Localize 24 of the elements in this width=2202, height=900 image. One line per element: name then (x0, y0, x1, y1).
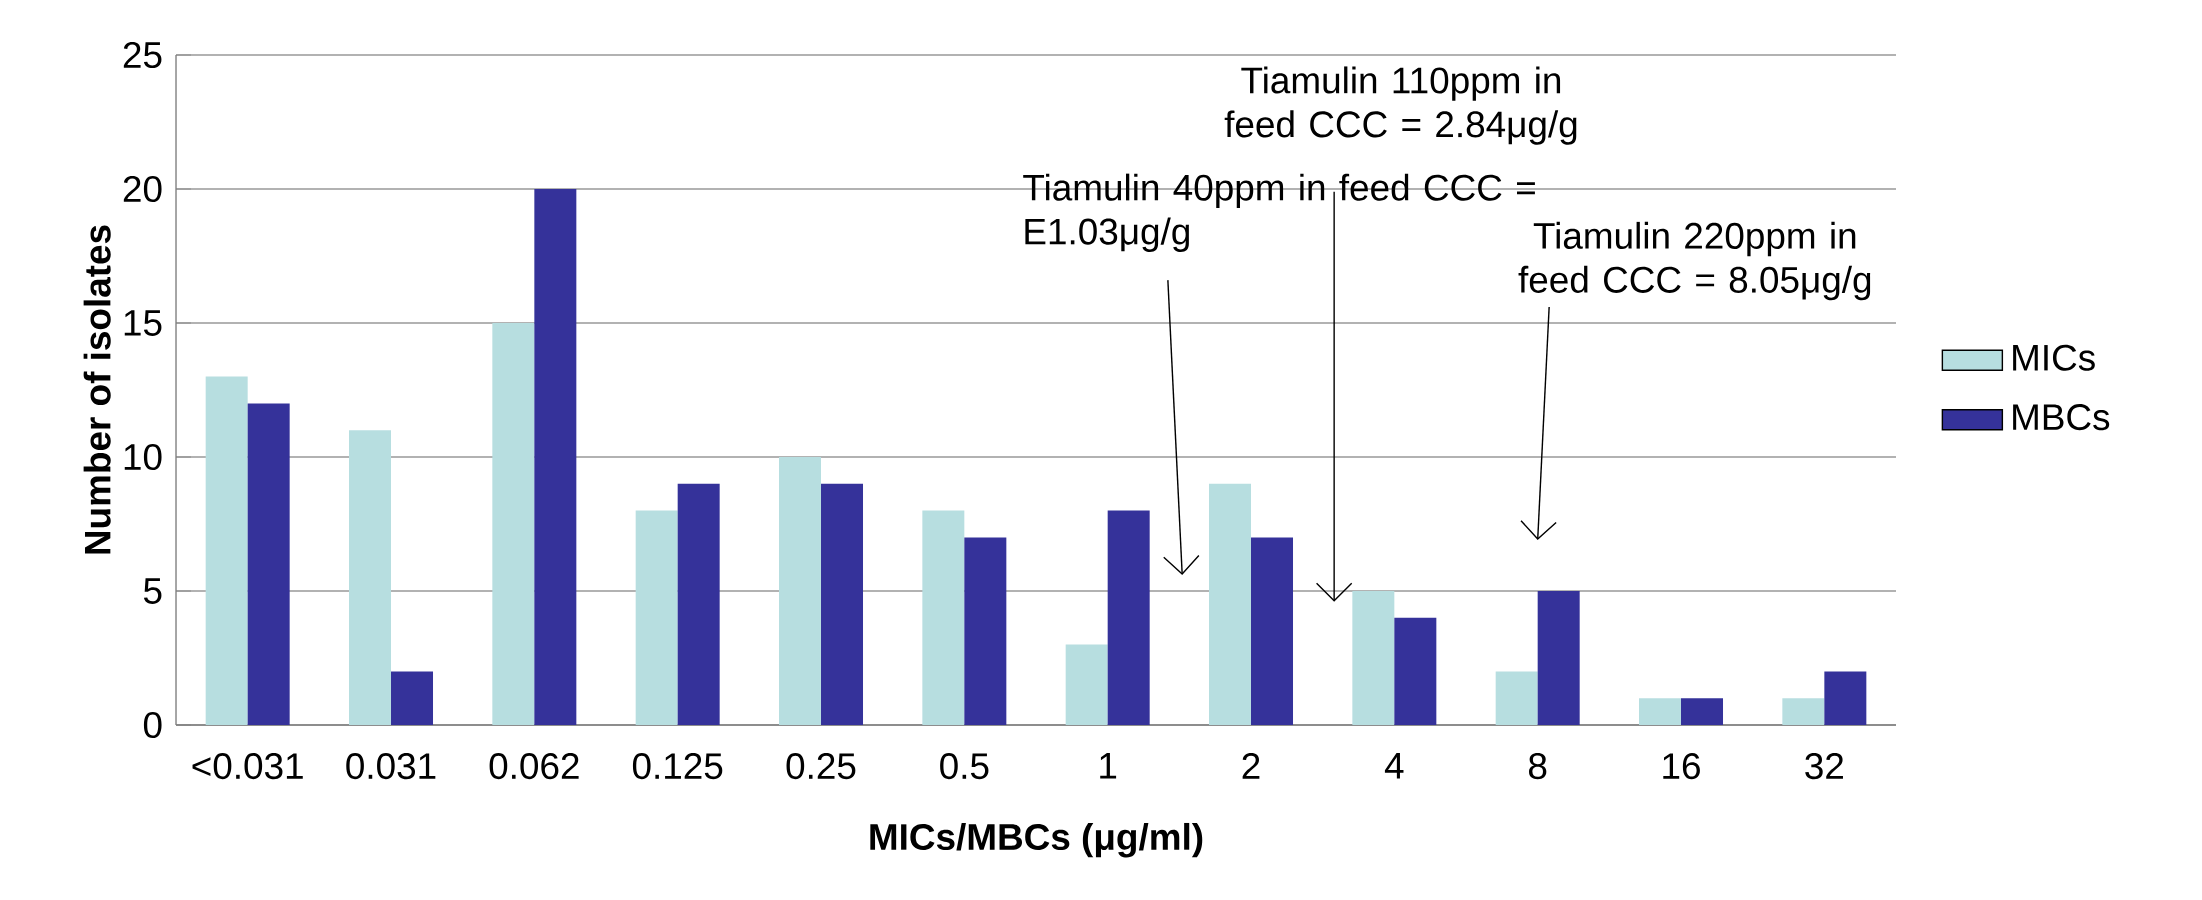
x-tick-label: 1 (1100, 753, 1117, 779)
x-tick-label: <0.031 (192, 753, 303, 780)
x-tick-label: 0.5 (940, 753, 989, 780)
y-tick-label: 25 (123, 41, 162, 69)
x-tick-label: 0.031 (346, 753, 436, 780)
x-tick-label: 32 (1805, 753, 1843, 780)
x-tick-label: 0.062 (489, 753, 579, 780)
y-tick-label: 5 (143, 578, 162, 604)
x-axis-title: MICs/MBCs (μg/ml) (870, 822, 1203, 858)
y-tick-label: 20 (123, 175, 162, 203)
y-axis-title: Number of isolates (83, 225, 111, 554)
x-tick-label: 0.25 (786, 753, 856, 780)
legend-label: MICs (2013, 344, 2095, 371)
x-tick-label: 4 (1384, 753, 1404, 779)
y-tick-label: 15 (124, 310, 162, 336)
annotation: Tiamulin 110ppm in feed CCC = 2.84μg/g (1224, 66, 1577, 145)
annotation: Tiamulin 220ppm in feed CCC = 8.05μg/g (1518, 221, 1871, 301)
x-tick-label: 16 (1663, 753, 1700, 780)
x-tick-label: 0.125 (632, 753, 723, 780)
x-tick-label: 2 (1242, 753, 1260, 779)
y-tick-label: 0 (143, 711, 162, 739)
x-tick-label: 8 (1529, 753, 1547, 780)
y-tick-label: 10 (124, 443, 162, 471)
legend-label: MBCs (2013, 404, 2110, 431)
